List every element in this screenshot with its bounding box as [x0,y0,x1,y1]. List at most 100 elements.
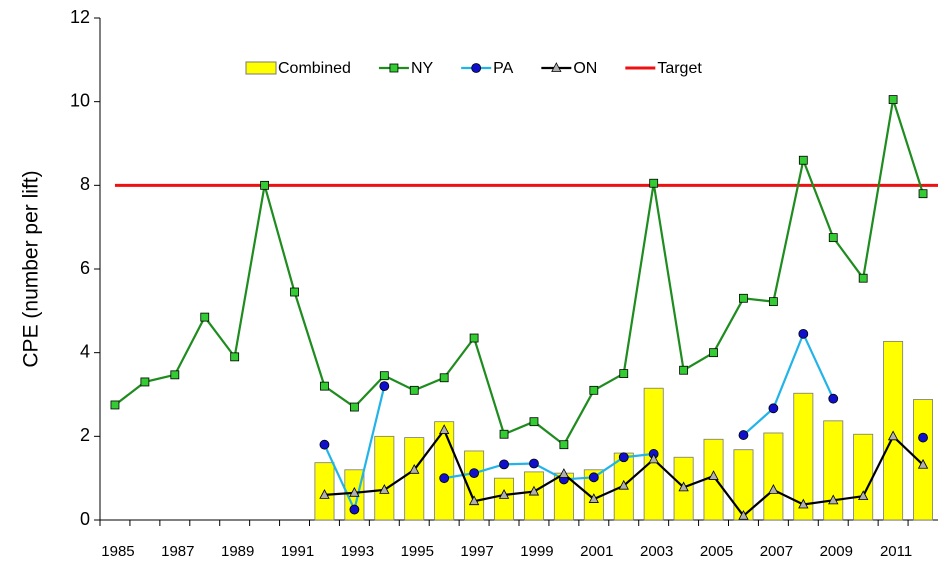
marker [170,370,180,380]
bar [853,433,874,521]
legend-label: PA [493,60,513,77]
x-tick-label: 2009 [820,543,853,560]
x-tick-label: 2001 [580,543,613,560]
marker [828,494,839,505]
legend-marker [389,63,399,73]
bar [793,392,814,521]
x-tick-label: 2005 [700,543,733,560]
marker [559,440,569,450]
marker [888,95,898,104]
marker [498,489,510,499]
marker [798,498,809,509]
marker [319,439,330,450]
marker [140,377,150,387]
marker [828,393,839,404]
marker [499,429,509,439]
marker [649,178,659,188]
x-tick-label: 1985 [101,543,134,560]
marker [918,432,928,443]
marker [768,403,779,414]
legend-label: Target [657,60,702,77]
marker [858,490,869,501]
marker [230,352,240,362]
bar [523,471,544,521]
marker [349,402,359,412]
marker [468,495,480,506]
legend-swatch [245,61,277,75]
marker [679,365,689,375]
marker [738,430,749,440]
y-tick-label: 4 [80,341,90,361]
marker [499,459,509,470]
marker [858,273,868,283]
marker [798,328,809,339]
marker [110,400,120,410]
marker [678,481,689,492]
x-tick-label: 1989 [221,543,254,560]
legend-label: Combined [278,60,351,77]
x-tick-label: 2007 [760,543,793,560]
marker [887,430,899,441]
y-axis-label: CPE (number per lift) [20,170,43,367]
y-tick-label: 6 [80,258,90,278]
marker [619,369,629,378]
marker [618,452,629,463]
marker [379,371,389,381]
marker [648,453,659,464]
marker [588,472,599,483]
marker [409,385,419,395]
marker [469,333,479,343]
marker [439,424,450,434]
marker [709,348,718,358]
x-tick-label: 1995 [401,543,434,560]
y-tick-label: 10 [70,90,90,110]
bar [823,420,844,521]
marker [618,479,629,490]
bar [733,449,754,521]
legend-marker [471,63,482,73]
marker [768,484,779,494]
legend-label: NY [411,60,434,77]
y-tick-label: 8 [80,174,90,194]
marker [349,486,360,497]
marker [558,468,570,478]
marker [320,381,329,391]
marker [409,463,420,474]
marker [349,504,360,515]
marker [379,381,390,392]
marker [917,458,929,469]
marker [739,293,748,303]
x-tick-label: 1999 [520,543,553,560]
bar [374,435,395,521]
bar [763,432,784,521]
bar [464,450,485,521]
x-tick-label: 1993 [341,543,374,560]
x-tick-label: 2003 [640,543,673,560]
bar [404,437,425,521]
marker [589,385,599,395]
legend: Combined NY PA ON Target [245,60,702,77]
marker [379,484,390,494]
marker [469,468,480,479]
marker [529,458,539,469]
x-tick-label: 1987 [161,543,194,560]
marker [828,233,838,243]
marker [529,417,539,427]
marker [290,287,299,297]
marker [588,493,599,503]
marker [708,470,719,480]
bar [494,477,515,521]
x-tick-label: 1991 [281,543,314,560]
marker [200,312,210,322]
x-tick-label: 1997 [460,543,493,560]
bar [434,421,455,521]
marker [768,297,778,307]
marker [918,189,928,199]
line [114,99,925,447]
marker [260,180,270,190]
marker [528,485,540,496]
y-tick-label: 12 [70,7,90,27]
marker [738,509,749,520]
y-tick-label: 0 [80,509,90,529]
